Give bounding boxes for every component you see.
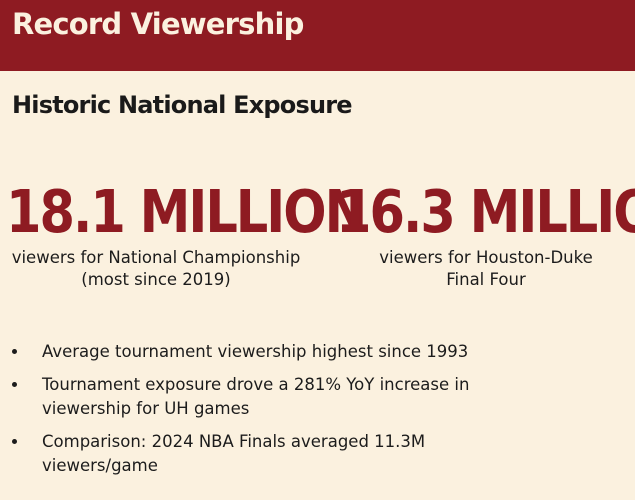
page-title: Record Viewership [12, 7, 304, 41]
bullet-icon [12, 439, 17, 444]
bullet-icon [12, 349, 17, 354]
stat-caption-line: (most since 2019) [81, 270, 231, 290]
stat-value-championship: 18.1 MILLION [6, 179, 367, 247]
bullet-item: Comparison: 2024 NBA Finals averaged 11.… [12, 430, 482, 478]
stat-caption-line: viewers for National Championship [11, 248, 301, 268]
bullet-text: Tournament exposure drove a 281% YoY inc… [42, 375, 470, 418]
stat-value-final-four: 16.3 MILLION [336, 179, 635, 247]
bullet-item: Tournament exposure drove a 281% YoY inc… [12, 373, 482, 421]
stat-caption-final-four: viewers for Houston-Duke Final Four [336, 247, 635, 291]
stat-final-four: 16.3 MILLION viewers for Houston-Duke Fi… [336, 178, 635, 291]
stat-championship: 18.1 MILLION viewers for National Champi… [6, 178, 367, 291]
bullet-icon [12, 382, 17, 387]
bullet-text: Comparison: 2024 NBA Finals averaged 11.… [42, 432, 426, 475]
bullet-text: Average tournament viewership highest si… [42, 342, 469, 361]
stat-caption-line: viewers for Houston-Duke [379, 248, 593, 268]
section-title: Historic National Exposure [12, 91, 353, 119]
bullet-list: Average tournament viewership highest si… [12, 340, 482, 487]
stat-caption-championship: viewers for National Championship (most … [6, 247, 306, 291]
header-bar: Record Viewership [0, 0, 635, 71]
bullet-item: Average tournament viewership highest si… [12, 340, 482, 364]
stat-caption-line: Final Four [446, 270, 526, 290]
